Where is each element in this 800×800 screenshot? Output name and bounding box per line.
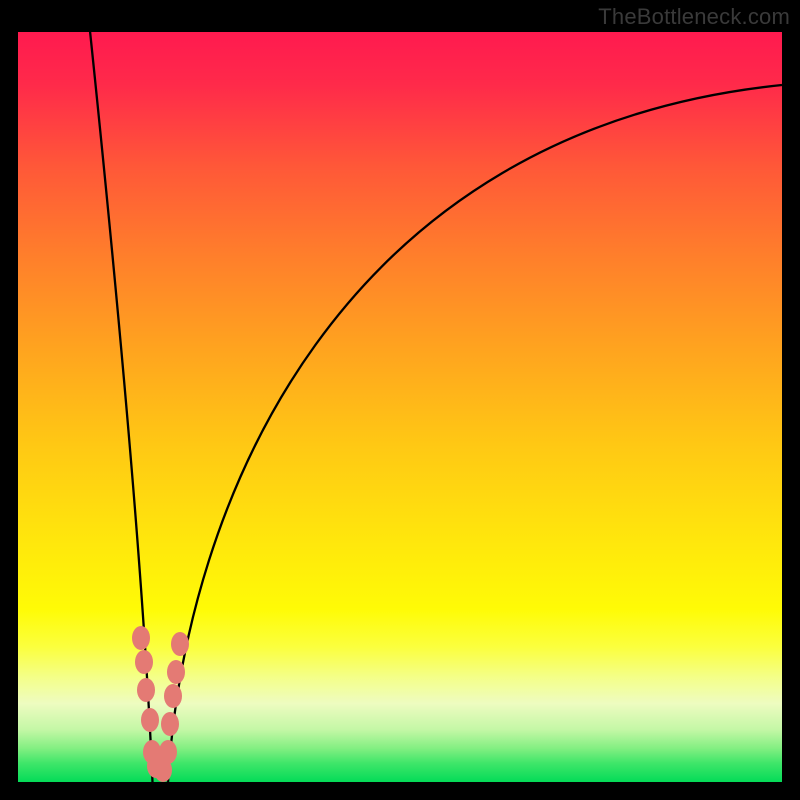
data-marker [161,712,179,736]
data-marker [164,684,182,708]
chart-stage: TheBottleneck.com [0,0,800,800]
data-marker [159,740,177,764]
data-marker [137,678,155,702]
data-marker [135,650,153,674]
data-marker [171,632,189,656]
gradient-background [18,32,782,782]
data-marker [141,708,159,732]
watermark-text: TheBottleneck.com [598,4,790,30]
frame-bot [0,782,800,800]
frame-right [782,0,800,800]
frame-left [0,0,18,800]
bottleneck-chart-svg [0,0,800,800]
data-marker [167,660,185,684]
data-marker [132,626,150,650]
